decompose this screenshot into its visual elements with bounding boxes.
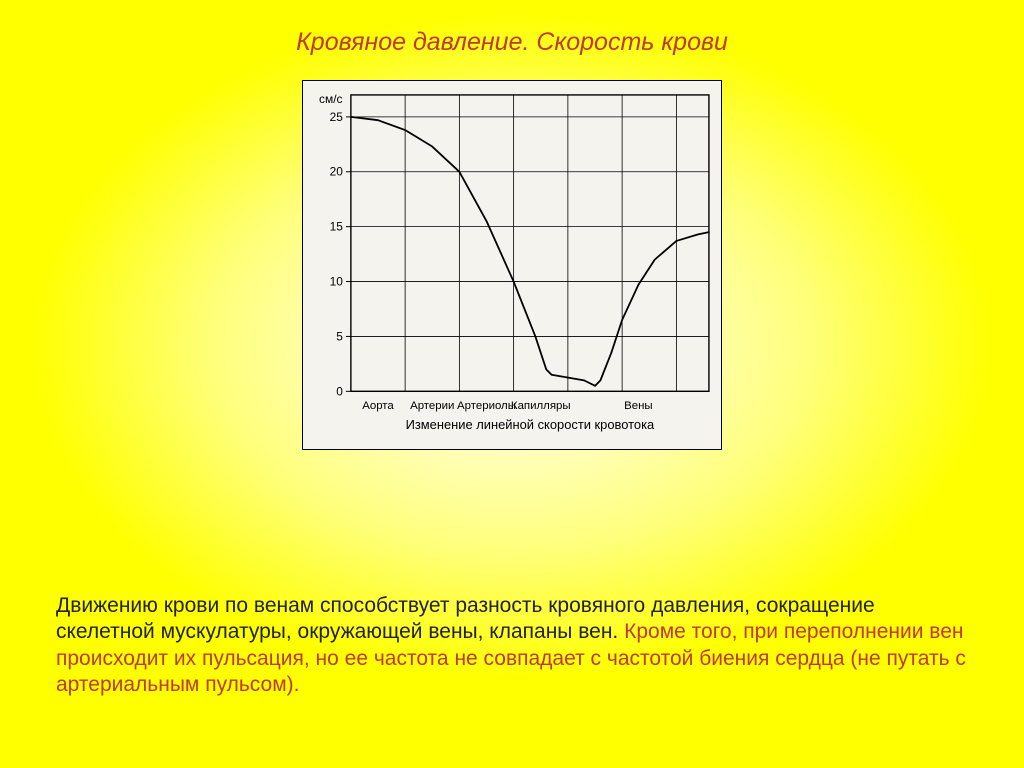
svg-text:Артериолы: Артериолы [457,400,516,412]
svg-text:0: 0 [336,384,343,398]
svg-text:25: 25 [330,110,344,124]
svg-text:15: 15 [330,220,344,234]
svg-text:Артерии: Артерии [410,400,454,412]
svg-text:см/с: см/с [319,92,342,106]
slide-title: Кровяное давление. Скорость крови [0,28,1024,57]
body-paragraph: Движению крови по венам способствует раз… [56,593,976,698]
svg-text:Изменение линейной скорости кр: Изменение линейной скорости кровотока [406,417,655,432]
svg-text:Аорта: Аорта [362,400,394,412]
svg-text:Капилляры: Капилляры [511,400,571,412]
chart-svg: 0 5 10 15 20 25 см/с Аорта АртерииАртериолыКапил… [303,81,721,449]
velocity-chart: 0 5 10 15 20 25 см/с Аорта АртерииАртериолыКапил… [302,80,722,450]
svg-text:10: 10 [330,275,344,289]
svg-text:20: 20 [330,165,344,179]
slide-page: Кровяное давление. Скорость крови 0 5 10 15… [0,0,1024,768]
svg-text:5: 5 [336,329,343,343]
svg-text:Вены: Вены [624,400,653,412]
